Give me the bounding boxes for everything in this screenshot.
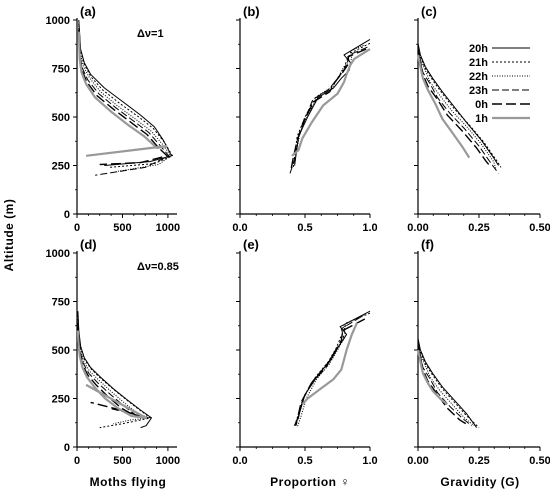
series-line-1h [77, 31, 168, 157]
x-tick-label: 1.0 [362, 222, 377, 234]
panel-label: (e) [243, 237, 259, 252]
series-line-20h [295, 310, 371, 424]
series-line-23h [417, 344, 473, 427]
series-line-0h [78, 29, 168, 166]
legend-label-22h: 22h [469, 71, 488, 83]
x-tick-label: 500 [113, 455, 131, 467]
legend-label-0h: 0h [475, 99, 488, 111]
y-tick-label: 250 [52, 161, 70, 173]
series-line-1h [291, 48, 371, 157]
series-line-20h [294, 38, 371, 166]
legend-label-21h: 21h [469, 57, 488, 69]
series-line-21h [417, 45, 502, 168]
panel-label: (a) [80, 4, 96, 19]
series-line-0h [293, 318, 366, 426]
x-axis-label-gravidity: Gravidity (G) [440, 475, 519, 489]
x-tick-label: 0.5 [297, 455, 312, 467]
panel-label: (d) [80, 237, 97, 252]
x-tick-label: 0.50 [529, 455, 550, 467]
panel-d: 0 500 1000 0 250 500 750 1000 (d) Δν=0.85 [46, 237, 181, 467]
x-tick-label: 0 [74, 455, 80, 467]
series-line-21h [417, 340, 480, 428]
y-tick-label: 1000 [46, 15, 70, 27]
x-axis-label-moths: Moths flying [90, 475, 167, 489]
y-tick-label: 750 [52, 297, 70, 309]
series-line-1h [301, 322, 359, 406]
x-tick-label: 0.00 [407, 222, 428, 234]
x-tick-label: 0.00 [407, 455, 428, 467]
series-line-22h [417, 342, 475, 427]
series-line-1h [416, 54, 471, 159]
y-tick-label: 1000 [46, 248, 70, 260]
series-line-0h [290, 48, 367, 172]
series-line-22h [78, 25, 172, 172]
panel-c: 0.00 0.25 0.50 (c) [407, 4, 550, 234]
series-line-21h [294, 312, 371, 426]
series-line-23h [288, 46, 368, 176]
legend-label-1h: 1h [475, 113, 488, 125]
panel-label: (f) [421, 237, 434, 252]
series-line-22h [417, 47, 497, 170]
x-tick-label: 0.0 [232, 222, 247, 234]
legend-label-23h: 23h [469, 85, 488, 97]
x-tick-label: 0.0 [232, 455, 247, 467]
panel-label: (c) [421, 4, 437, 19]
series-line-21h [78, 23, 173, 168]
panel-e: 0.0 0.5 1.0 (e) [232, 237, 377, 467]
legend: 20h 21h 22h 23h 0h 1h [469, 43, 530, 125]
series-line-23h [78, 27, 170, 176]
y-tick-label: 500 [52, 345, 70, 357]
y-tick-label: 250 [52, 394, 70, 406]
panel-label: (b) [243, 4, 260, 19]
y-tick-label: 750 [52, 64, 70, 76]
y-tick-label: 0 [64, 209, 70, 221]
series-line-21h [77, 315, 152, 429]
x-axis-label-proportion: Proportion ♀ [270, 475, 350, 489]
series-line-20h [417, 43, 499, 166]
y-tick-label: 0 [64, 442, 70, 454]
series-line-22h [296, 314, 364, 428]
series-line-20h [417, 338, 478, 428]
x-tick-label: 1000 [156, 455, 180, 467]
series-line-23h [295, 316, 362, 426]
panel-b: 0.0 0.5 1.0 (b) [232, 4, 377, 234]
x-tick-label: 0.50 [529, 222, 550, 234]
x-tick-label: 1000 [156, 222, 180, 234]
y-axis-label: Altitude (m) [2, 199, 16, 272]
delta-annotation: Δν=1 [137, 28, 164, 40]
x-tick-label: 0.5 [297, 222, 312, 234]
panel-a: 0 500 1000 0 250 500 750 1000 (a) Δν=1 [46, 4, 181, 234]
series-line-23h [417, 48, 499, 174]
delta-annotation: Δν=0.85 [137, 261, 179, 273]
series-line-0h [417, 345, 470, 427]
x-tick-label: 500 [113, 222, 131, 234]
series-line-1h [416, 349, 448, 406]
x-tick-label: 1.0 [362, 455, 377, 467]
x-tick-label: 0.25 [468, 455, 489, 467]
series-line-22h [294, 44, 364, 166]
y-tick-label: 500 [52, 112, 70, 124]
legend-label-20h: 20h [469, 43, 488, 55]
series-line-1h [76, 330, 148, 419]
x-tick-label: 0 [74, 222, 80, 234]
panel-f: 0.00 0.25 0.50 (f) [407, 237, 550, 467]
series-line-21h [292, 42, 371, 168]
x-tick-label: 0.25 [468, 222, 489, 234]
